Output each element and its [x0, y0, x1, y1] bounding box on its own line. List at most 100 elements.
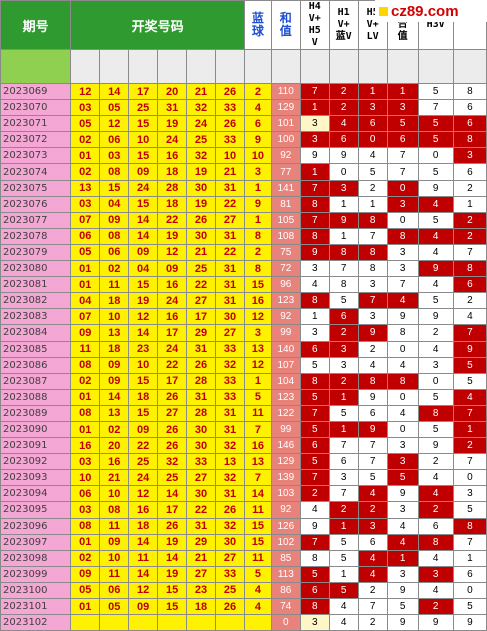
sum-cell: 113	[270, 565, 301, 583]
trend-cell: 4	[299, 501, 330, 519]
red-ball-cell: 26	[214, 115, 245, 133]
trend-cell: 5	[299, 565, 330, 583]
trend-cell: 3	[299, 131, 330, 149]
trend-cell: 8	[417, 533, 454, 551]
trend-cell: 8	[328, 276, 359, 294]
red-ball-cell: 28	[157, 179, 188, 197]
red-ball-cell: 14	[128, 211, 159, 229]
trend-cell: 2	[328, 372, 359, 390]
red-ball-cell	[99, 614, 130, 631]
red-ball-cell: 12	[128, 485, 159, 503]
trend-cell: 2	[452, 227, 487, 245]
sum-cell: 129	[270, 99, 301, 117]
filter-bar-cell	[70, 49, 101, 84]
red-ball-cell: 20	[157, 82, 188, 101]
red-ball-cell: 09	[70, 565, 101, 583]
trend-cell: 2	[328, 324, 359, 342]
red-ball-cell: 08	[70, 517, 101, 535]
red-ball-cell: 24	[157, 131, 188, 149]
sum-cell: 99	[270, 420, 301, 439]
trend-cell: 7	[452, 453, 487, 471]
red-ball-cell: 14	[99, 82, 130, 101]
red-ball-cell: 32	[214, 437, 245, 455]
trend-cell: 4	[452, 308, 487, 326]
red-ball-cell: 30	[214, 308, 245, 326]
trend-cell: 4	[417, 195, 454, 213]
red-ball-cell: 24	[186, 115, 216, 133]
table-row: 2023101 01 05 09 15 18 26 4 74 8 4 7 5 2 5	[0, 597, 487, 616]
red-ball-cell: 11	[70, 340, 101, 358]
red-ball-cell: 27	[186, 469, 216, 487]
red-ball-cell: 26	[214, 597, 245, 616]
trend-cell: 4	[417, 243, 454, 262]
trend-cell: 4	[357, 356, 388, 374]
trend-cell: 0	[386, 388, 419, 406]
red-ball-cell: 19	[186, 195, 216, 213]
trend-cell: 9	[417, 437, 454, 455]
red-ball-cell: 01	[70, 276, 101, 294]
red-ball-cell: 01	[70, 260, 101, 278]
trend-cell: 3	[357, 276, 388, 294]
trend-cell: 3	[357, 517, 388, 535]
blue-ball-cell: 16	[243, 292, 272, 310]
trend-cell: 3	[328, 179, 359, 197]
red-ball-cell: 11	[99, 276, 130, 294]
red-ball-cell: 16	[99, 453, 130, 471]
trend-cell: 6	[452, 115, 487, 133]
trend-cell: 9	[357, 420, 388, 439]
header-h5-text: H5 V+ LV	[366, 7, 379, 42]
trend-cell: 6	[452, 99, 487, 117]
sum-cell: 110	[270, 82, 301, 101]
red-ball-cell: 32	[214, 469, 245, 487]
red-ball-cell: 02	[99, 420, 130, 439]
blue-ball-cell: 4	[243, 597, 272, 616]
red-ball-cell: 17	[186, 308, 216, 326]
trend-cell: 2	[452, 292, 487, 310]
trend-cell: 7	[357, 292, 388, 310]
filter-bar-cell	[243, 49, 272, 84]
trend-cell: 5	[299, 356, 330, 374]
red-ball-cell: 15	[128, 147, 159, 165]
trend-cell: 8	[452, 260, 487, 278]
period-cell: 2023082	[0, 292, 72, 310]
red-ball-cell: 10	[99, 485, 130, 503]
trend-cell: 4	[386, 292, 419, 310]
trend-cell: 4	[452, 388, 487, 406]
trend-cell: 5	[452, 356, 487, 374]
blue-ball-cell: 2	[243, 243, 272, 262]
red-ball-cell: 16	[157, 308, 188, 326]
sum-cell: 92	[270, 147, 301, 165]
trend-cell: 4	[417, 549, 454, 567]
trend-cell: 7	[386, 276, 419, 294]
red-ball-cell: 14	[128, 565, 159, 583]
red-ball-cell: 25	[157, 469, 188, 487]
trend-cell: 7	[357, 453, 388, 471]
trend-cell: 4	[386, 517, 419, 535]
site-logo-text: cz89.com	[391, 2, 459, 20]
red-ball-cell: 15	[128, 195, 159, 213]
sum-cell: 123	[270, 388, 301, 406]
trend-cell: 5	[328, 292, 359, 310]
trend-cell: 5	[452, 597, 487, 616]
blue-ball-cell: 11	[243, 404, 272, 422]
red-ball-cell: 14	[99, 388, 130, 406]
red-ball-cell: 11	[99, 565, 130, 583]
trend-cell: 4	[417, 581, 454, 600]
red-ball-cell: 06	[70, 485, 101, 503]
period-cell: 2023102	[0, 614, 72, 631]
trend-cell: 3	[386, 195, 419, 213]
trend-cell: 1	[386, 82, 419, 101]
sum-cell: 81	[270, 195, 301, 213]
red-ball-cell: 25	[214, 581, 245, 600]
site-logo[interactable]: cz89.com	[375, 0, 487, 22]
blue-ball-cell: 11	[243, 501, 272, 519]
trend-cell: 2	[328, 82, 359, 101]
trend-cell: 2	[357, 179, 388, 197]
red-ball-cell: 21	[99, 469, 130, 487]
blue-ball-cell: 7	[243, 469, 272, 487]
red-ball-cell: 31	[214, 485, 245, 503]
red-ball-cell: 05	[70, 581, 101, 600]
trend-cell: 8	[357, 372, 388, 390]
red-ball-cell: 19	[186, 163, 216, 181]
red-ball-cell: 16	[157, 276, 188, 294]
